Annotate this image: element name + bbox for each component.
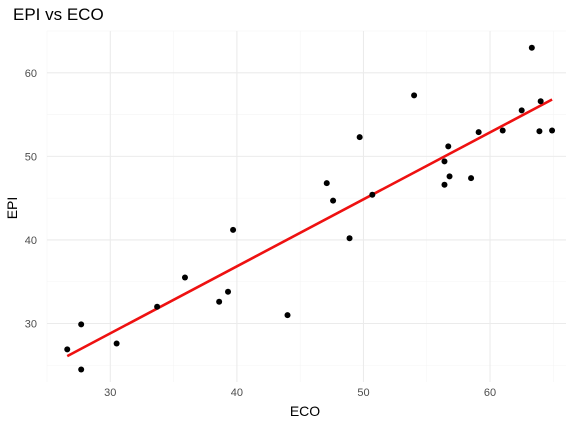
data-point [441, 158, 448, 165]
y-axis-label: EPI [4, 197, 20, 220]
data-point [528, 44, 535, 51]
data-point [346, 235, 353, 242]
y-tick-label: 30 [25, 319, 37, 331]
data-point [411, 92, 418, 99]
y-tick-label: 40 [25, 235, 37, 247]
data-point [446, 173, 453, 180]
data-point [113, 340, 120, 347]
data-point [369, 191, 376, 198]
points-group [64, 44, 556, 373]
x-tick-label: 60 [484, 387, 496, 399]
data-point [536, 128, 543, 135]
data-point [230, 226, 237, 233]
data-point [441, 181, 448, 188]
data-point [537, 98, 544, 105]
chart-title: EPI vs ECO [13, 5, 104, 24]
data-point [64, 346, 71, 353]
data-point [518, 107, 525, 114]
regression-line [66, 98, 553, 358]
data-point [356, 134, 363, 141]
data-point [468, 175, 475, 182]
data-point [445, 143, 452, 150]
y-axis-ticks: 30 40 50 60 [25, 68, 37, 331]
x-tick-label: 30 [104, 387, 116, 399]
data-point [549, 127, 556, 134]
regression-line-group [66, 98, 553, 358]
data-point [216, 298, 223, 305]
x-axis-ticks: 30 40 50 60 [104, 387, 496, 399]
y-tick-label: 50 [25, 151, 37, 163]
x-axis-label: ECO [290, 403, 320, 419]
data-point [323, 180, 330, 187]
data-point [154, 303, 161, 310]
data-point [78, 321, 85, 328]
data-point [499, 127, 506, 134]
data-point [330, 197, 337, 204]
data-point [225, 288, 232, 295]
x-tick-label: 50 [357, 387, 369, 399]
data-point [284, 312, 291, 319]
data-point [475, 129, 482, 136]
x-tick-label: 40 [231, 387, 243, 399]
y-tick-label: 60 [25, 68, 37, 80]
data-point [181, 274, 188, 281]
grid [46, 30, 566, 382]
data-point [78, 366, 85, 373]
